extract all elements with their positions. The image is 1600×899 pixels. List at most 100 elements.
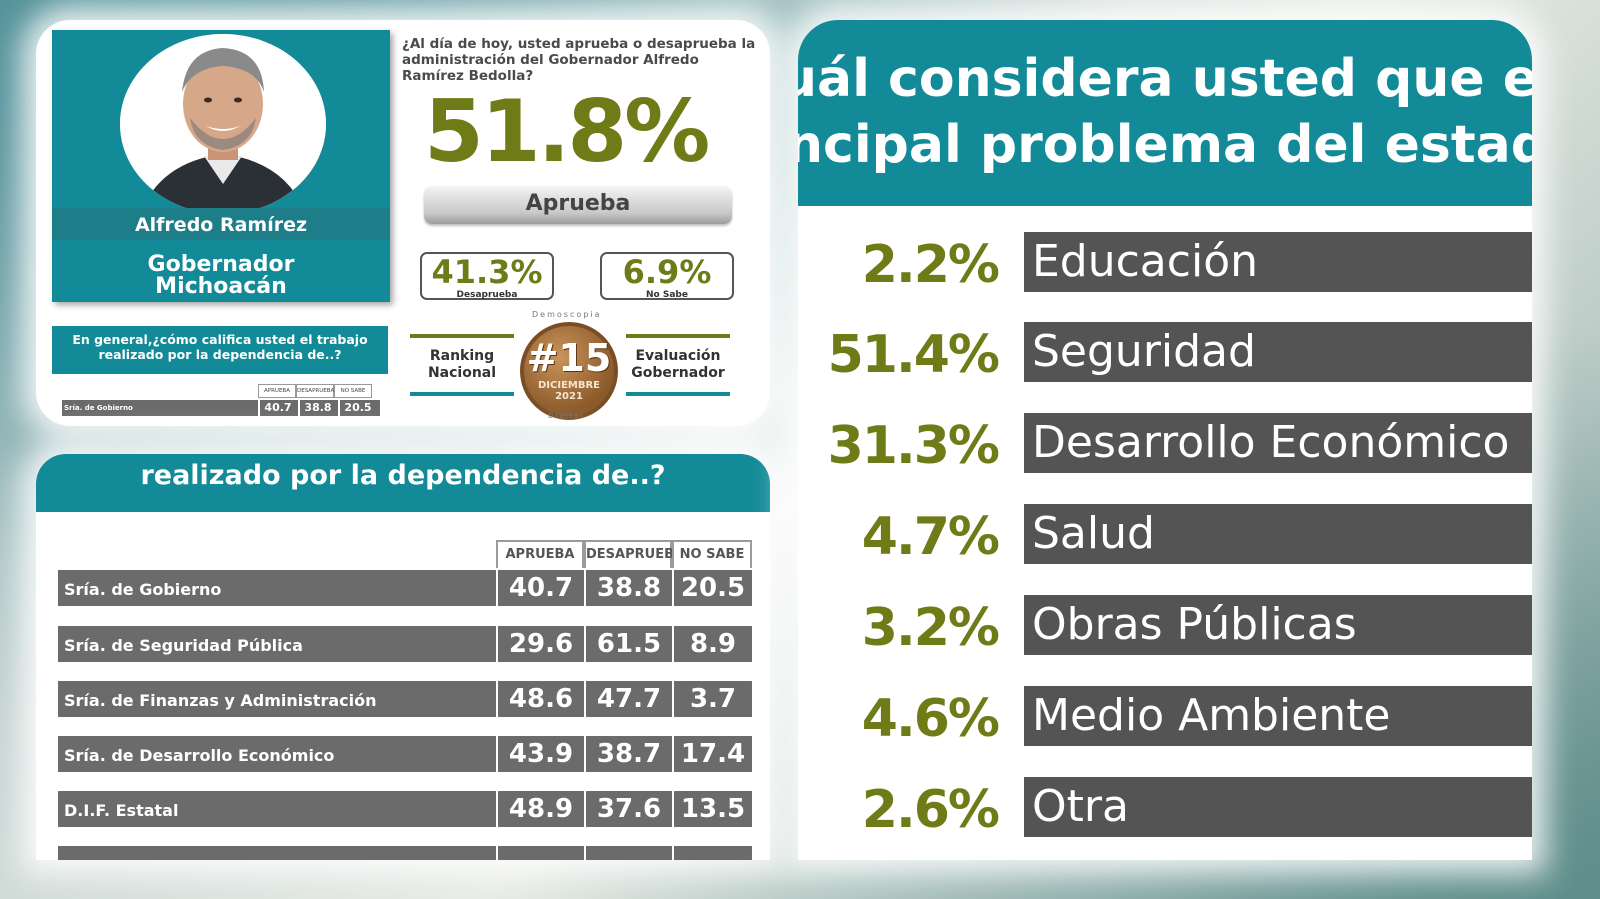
cell-desaprueba: 47.7 xyxy=(586,681,672,717)
cell-aprueba: 40.7 xyxy=(498,570,584,606)
cell-no-sabe: 17.4 xyxy=(674,736,752,772)
disapprove-label: Desaprueba xyxy=(456,290,518,300)
problem-row: 51.4% Seguridad xyxy=(798,320,1532,385)
table-row: Sría. de Seguridad Pública 29.6 61.5 8.9 xyxy=(58,626,752,662)
mini-cell-desaprueba: 38.8 xyxy=(298,400,336,416)
table-row: Sría. de Gobierno 40.7 38.8 20.5 xyxy=(58,570,752,606)
cell-desaprueba: 38.8 xyxy=(586,570,672,606)
no-sabe-percentage: 6.9% xyxy=(622,253,712,291)
cell-desaprueba: 37.6 xyxy=(586,791,672,827)
governor-photo-card: Alfredo Ramírez Gobernador Michoacán xyxy=(52,30,390,302)
mini-table-row: Sría. de Gobierno 40.7 38.8 20.5 xyxy=(62,400,380,416)
badge-number: #15 xyxy=(526,336,612,380)
problem-percentage: 4.6% xyxy=(861,689,1000,749)
approve-label: Aprueba xyxy=(424,186,732,224)
cell-aprueba: 48.9 xyxy=(498,791,584,827)
table-row: D.I.F. Estatal 48.9 37.6 13.5 xyxy=(58,791,752,827)
ranking-line-top xyxy=(410,334,514,338)
name-band xyxy=(52,208,390,240)
problem-label: Educación xyxy=(1024,232,1532,292)
problem-percentage: 2.6% xyxy=(861,780,1000,840)
problem-row: 4.6% Medio Ambiente xyxy=(798,684,1532,749)
approve-percentage: 51.8% xyxy=(424,82,710,182)
problem-row: 3.2% Obras Públicas xyxy=(798,593,1532,658)
mini-row-label: Sría. de Gobierno xyxy=(64,404,133,412)
problem-label: Obras Públicas xyxy=(1024,595,1532,655)
cell-cut-off xyxy=(586,846,672,860)
cell-aprueba: 29.6 xyxy=(498,626,584,662)
column-aprueba: APRUEBA xyxy=(496,540,584,568)
mini-col-aprueba: APRUEBA xyxy=(258,384,296,398)
row-label: Sría. de Desarrollo Económico xyxy=(64,746,335,765)
table-row-cut-off xyxy=(58,846,752,860)
problem-question-header: uál considera usted que es ncipal proble… xyxy=(798,20,1532,206)
cell-no-sabe: 13.5 xyxy=(674,791,752,827)
mini-table-question: En general,¿cómo califica usted el traba… xyxy=(52,326,388,374)
role-line-1: Gobernador xyxy=(147,252,295,277)
problem-percentage: 2.2% xyxy=(861,235,1000,295)
mini-col-no-sabe: NO SABE xyxy=(334,384,372,398)
problem-label: Medio Ambiente xyxy=(1024,686,1532,746)
problem-label: Seguridad xyxy=(1024,322,1532,382)
role-line-2: Michoacán xyxy=(155,274,287,299)
cell-cut-off xyxy=(498,846,584,860)
problem-percentage: 3.2% xyxy=(861,598,1000,658)
ranking-line-bottom xyxy=(410,392,514,396)
problem-row: 2.6% Otra xyxy=(798,775,1532,840)
governor-approval-card: Alfredo Ramírez Gobernador Michoacán ¿Al… xyxy=(36,20,770,426)
governor-role: Gobernador Michoacán xyxy=(52,254,390,298)
portrait-illustration xyxy=(120,34,326,214)
cell-cut-off xyxy=(674,846,752,860)
no-sabe-label: No Sabe xyxy=(646,290,688,300)
mini-table-columns: APRUEBA DESAPRUEBA NO SABE xyxy=(258,384,372,398)
problem-percentage: 51.4% xyxy=(827,325,1000,385)
table-row: Sría. de Desarrollo Económico 43.9 38.7 … xyxy=(58,736,752,772)
dependencias-header: realizado por la dependencia de..? xyxy=(36,454,770,512)
evaluation-line-bottom xyxy=(626,392,730,396)
problem-percentage: 4.7% xyxy=(861,507,1000,567)
row-label: Sría. de Gobierno xyxy=(64,580,222,599)
problem-row: 2.2% Educación xyxy=(798,230,1532,295)
disapprove-box: 41.3% Desaprueba xyxy=(420,252,554,300)
problem-row: 31.3% Desarrollo Económico xyxy=(798,411,1532,476)
evaluation-label: Evaluación Gobernador xyxy=(631,348,725,381)
ranking-badge: #15 DICIEMBRE 2021 xyxy=(520,322,618,420)
mini-cell-no-sabe: 20.5 xyxy=(338,400,376,416)
problem-label: Salud xyxy=(1024,504,1532,564)
no-sabe-box: 6.9% No Sabe xyxy=(600,252,734,300)
ranking-label: Ranking Nacional xyxy=(427,348,497,381)
cell-aprueba: 43.9 xyxy=(498,736,584,772)
badge-month: DICIEMBRE xyxy=(537,380,601,391)
table-row: Sría. de Finanzas y Administración 48.6 … xyxy=(58,681,752,717)
problem-percentage: 31.3% xyxy=(827,416,1000,476)
row-label-background xyxy=(58,791,496,827)
row-label: Sría. de Finanzas y Administración xyxy=(64,691,377,710)
column-no-sabe: NO SABE xyxy=(672,540,752,568)
mini-cell-aprueba: 40.7 xyxy=(258,400,296,416)
badge-ring-bottom: Digital xyxy=(548,412,585,420)
row-label: D.I.F. Estatal xyxy=(64,801,179,820)
row-label-background xyxy=(58,846,496,860)
governor-avatar xyxy=(120,34,326,214)
cell-desaprueba: 61.5 xyxy=(586,626,672,662)
disapprove-percentage: 41.3% xyxy=(431,253,543,291)
main-problem-card: uál considera usted que es ncipal proble… xyxy=(798,20,1532,860)
header-line-2: ncipal problema del estad xyxy=(798,115,1532,175)
header-line-1: uál considera usted que es xyxy=(798,49,1532,109)
row-label-background xyxy=(58,570,496,606)
problem-row: 4.7% Salud xyxy=(798,502,1532,567)
row-label-background xyxy=(58,681,496,717)
column-desaprueba: DESAPRUEBA xyxy=(584,540,684,568)
badge-year: 2021 xyxy=(555,391,583,402)
cell-no-sabe: 20.5 xyxy=(674,570,752,606)
row-label-background xyxy=(58,626,496,662)
cell-no-sabe: 8.9 xyxy=(674,626,752,662)
cell-no-sabe: 3.7 xyxy=(674,681,752,717)
row-label: Sría. de Seguridad Pública xyxy=(64,636,303,655)
cell-desaprueba: 38.7 xyxy=(586,736,672,772)
row-label-background xyxy=(58,736,496,772)
mini-col-desaprueba: DESAPRUEBA xyxy=(296,384,334,398)
dependencias-table-card: realizado por la dependencia de..? APRUE… xyxy=(36,454,770,860)
problem-label: Otra xyxy=(1024,777,1532,837)
problem-label: Desarrollo Económico xyxy=(1024,413,1532,473)
